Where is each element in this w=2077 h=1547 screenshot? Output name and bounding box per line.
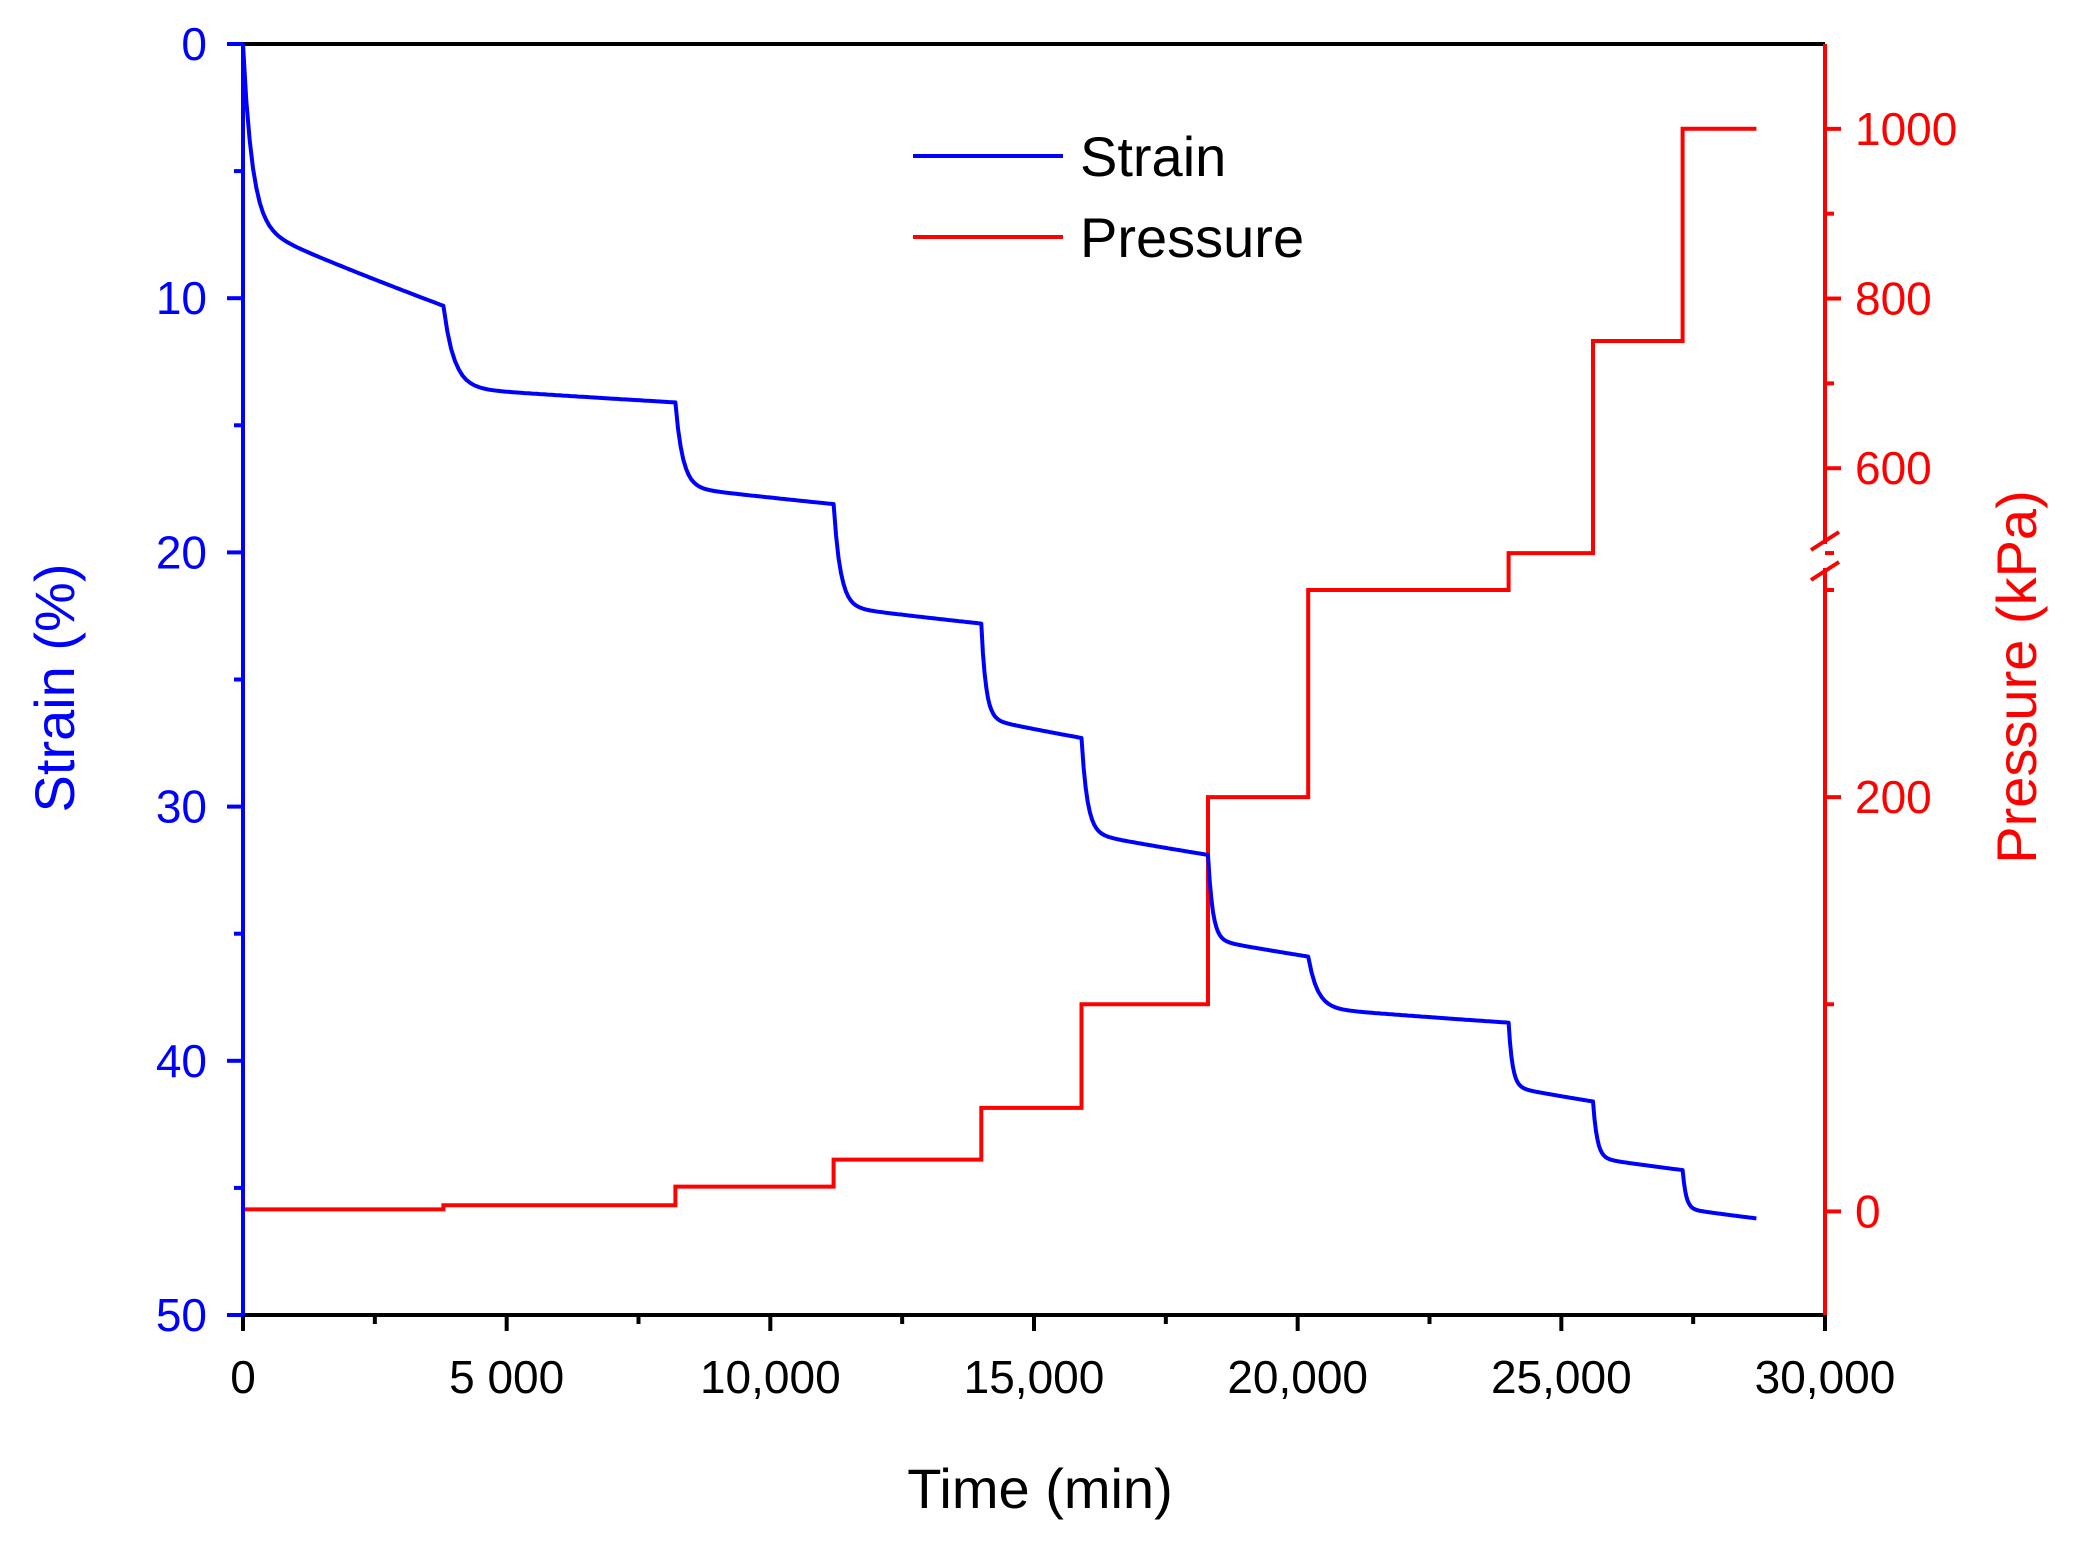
frame-layer [241, 42, 1841, 1317]
x-axis-title: Time (min) [907, 1457, 1172, 1520]
left-tick-label: 20 [156, 526, 207, 578]
x-tick-label: 20,000 [1227, 1351, 1368, 1403]
x-tick-label: 10,000 [700, 1351, 841, 1403]
left-tick-label: 30 [156, 781, 207, 833]
legend-strain-label: Strain [1080, 125, 1226, 188]
right-tick-label: 800 [1855, 273, 1932, 325]
left-tick-label: 40 [156, 1035, 207, 1087]
axis-break-mark-upper [1809, 530, 1841, 552]
left-axis-title: Strain (%) [23, 564, 86, 813]
right-tick-label: 0 [1855, 1185, 1881, 1237]
axis-break-mark-lower [1809, 560, 1841, 582]
pressure-line [243, 126, 1757, 1212]
right-tick-label: 600 [1855, 442, 1932, 494]
x-tick-label: 5 000 [449, 1351, 564, 1403]
x-tick-label: 0 [230, 1351, 256, 1403]
left-tick-label: 0 [181, 18, 207, 70]
x-tick-label: 25,000 [1491, 1351, 1632, 1403]
legend-pressure-label: Pressure [1080, 206, 1304, 269]
series-layer [241, 43, 1758, 1221]
tick-layer: 0 5 000 10,000 15,000 20,000 25,000 30,000 0 10 2… [156, 18, 1958, 1403]
left-tick-label: 10 [156, 272, 207, 324]
x-tick-label: 30,000 [1755, 1351, 1896, 1403]
right-axis-title: Pressure (kPa) [1985, 490, 2048, 863]
strain-line [241, 43, 1758, 1221]
left-tick-label: 50 [156, 1289, 207, 1341]
x-tick-label: 15,000 [964, 1351, 1105, 1403]
legend: Strain Pressure [913, 125, 1304, 269]
right-tick-label: 1000 [1855, 103, 1957, 155]
right-tick-label: 200 [1855, 771, 1932, 823]
